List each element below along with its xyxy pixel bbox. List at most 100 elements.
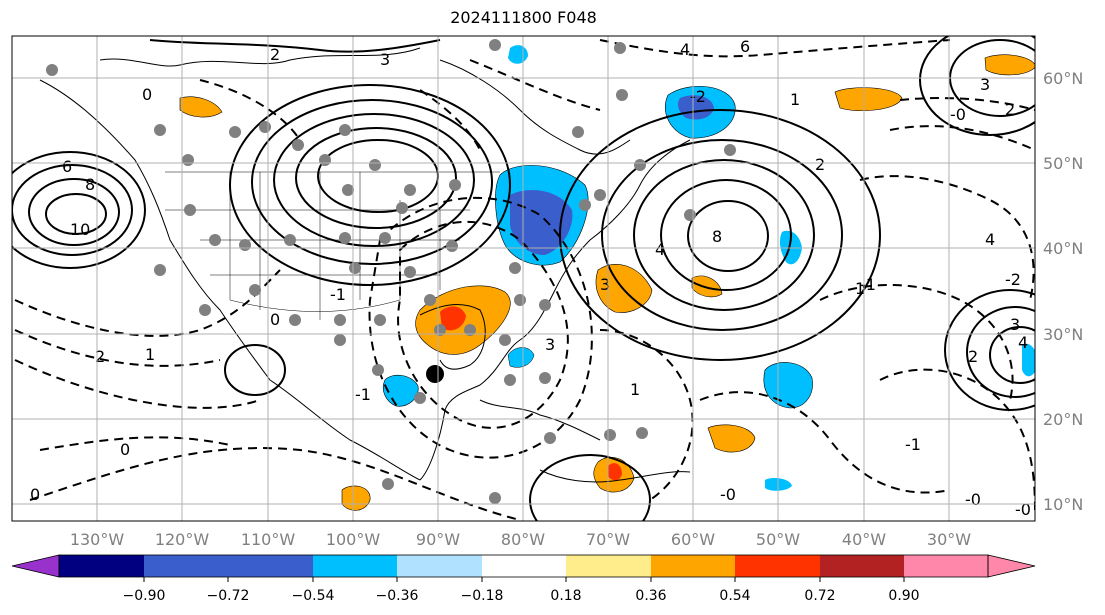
contour-label: 4 <box>680 40 690 59</box>
contour-label: -1 <box>330 285 346 304</box>
contour-label: 4 <box>985 230 995 249</box>
lon-tick-label: 60°W <box>671 530 715 549</box>
contour-label: 2 <box>1005 100 1015 119</box>
positive-anomaly-north <box>834 87 903 112</box>
colorbar-segment <box>313 555 397 577</box>
contour-label: 1 <box>630 380 640 399</box>
contour-label: 3 <box>980 75 990 94</box>
lon-tick-label: 40°W <box>842 530 886 549</box>
coastlines <box>39 47 691 483</box>
colorbar-label: 0.18 <box>550 588 581 604</box>
colorbar-segment <box>566 555 651 577</box>
colorbar-segment <box>651 555 735 577</box>
contour-label: -0 <box>720 485 736 504</box>
gridlines <box>12 36 1035 521</box>
colorbar-extend-max <box>987 554 1036 578</box>
colorbar-label: −0.36 <box>376 588 419 604</box>
positive-contours <box>12 36 1035 521</box>
lon-tick-label: 110°W <box>241 530 296 549</box>
contour-label: 8 <box>85 175 95 194</box>
colorbar-segment <box>397 555 482 577</box>
contour-label: 1 <box>145 345 155 364</box>
colorbar-segment <box>482 555 566 577</box>
lon-tick-label: 30°W <box>927 530 971 549</box>
contour-label: 2 <box>95 347 105 366</box>
colorbar-label: 0.90 <box>888 588 919 604</box>
contour-label: 6 <box>740 37 750 56</box>
colorbar-label: −0.54 <box>292 588 335 604</box>
positive-anomaly-northeast <box>984 54 1035 76</box>
lat-tick-label: 10°N <box>1043 495 1083 514</box>
longitude-labels: 130°W 120°W 110°W 100°W 90°W 80°W 70°W 6… <box>70 530 971 549</box>
contour-label: 0 <box>142 85 152 104</box>
colorbar-segment <box>735 555 820 577</box>
colorbar-label: 0.54 <box>719 588 750 604</box>
contour-label: 4 <box>1018 333 1028 352</box>
negative-anomaly-bahamas <box>507 347 535 368</box>
contour-label: 0 <box>120 440 130 459</box>
contour-label: -0 <box>950 105 966 124</box>
contour-label: 8 <box>712 227 722 246</box>
lon-tick-label: 100°W <box>326 530 381 549</box>
positive-anomaly-pacific <box>341 485 371 511</box>
colorbar-label: −0.90 <box>123 588 166 604</box>
lon-tick-label: 90°W <box>416 530 460 549</box>
colorbar-extend-min <box>11 554 60 578</box>
colorbar: −0.90 −0.72 −0.54 −0.36 −0.18 0.18 0.36 … <box>11 554 1036 604</box>
lat-tick-label: 20°N <box>1043 410 1083 429</box>
contour-label: -2 <box>690 87 706 106</box>
contour-label: 3 <box>600 275 610 294</box>
colorbar-label: 0.72 <box>804 588 835 604</box>
contour-label: 6 <box>62 157 72 176</box>
contour-label: 2 <box>968 347 978 366</box>
contour-label: 4 <box>655 240 665 259</box>
contour-label: -0 <box>1015 500 1031 519</box>
negative-anomaly-atlantic <box>763 362 813 409</box>
contour-label: 0 <box>30 485 40 504</box>
contour-label: 3 <box>380 50 390 69</box>
negative-anomaly-east <box>1022 343 1035 377</box>
colorbar-label: 0.36 <box>635 588 666 604</box>
positive-anomaly-canada <box>179 96 223 118</box>
colorbar-segment <box>144 555 228 577</box>
contour-label: 2 <box>815 155 825 174</box>
map-title: 2024111800 F048 <box>450 8 597 27</box>
contour-label: 1 <box>790 90 800 109</box>
contour-label: -0 <box>965 490 981 509</box>
positive-anomaly-small <box>691 275 723 298</box>
lat-tick-label: 50°N <box>1043 154 1083 173</box>
negative-contours <box>14 39 1035 521</box>
contour-label: -1 <box>355 385 371 404</box>
lon-tick-label: 70°W <box>586 530 630 549</box>
lat-tick-label: 40°N <box>1043 239 1083 258</box>
lon-tick-label: 120°W <box>155 530 210 549</box>
positive-anomaly-gulfcoast-core <box>440 306 466 331</box>
negative-anomaly-newengland-core <box>510 190 573 256</box>
colorbar-label: −0.72 <box>207 588 250 604</box>
colorbar-segment <box>59 555 144 577</box>
colorbar-segment <box>820 555 904 577</box>
contour-label: 3 <box>545 335 555 354</box>
contour-labels: 6 8 10 2 1 -1 0 0 0 0 2 3 4 6 3 4 -2 8 2… <box>30 37 1031 519</box>
lat-tick-label: 30°N <box>1043 325 1083 344</box>
positive-anomaly-tropics-core <box>608 463 622 481</box>
lon-tick-label: 80°W <box>501 530 545 549</box>
shaded-anomalies <box>179 45 1035 511</box>
colorbar-segment <box>228 555 313 577</box>
colorbar-label: −0.18 <box>461 588 504 604</box>
contour-label: 2 <box>270 45 280 64</box>
colorbar-segment <box>904 555 988 577</box>
contour-label: 10 <box>70 220 90 239</box>
lon-tick-label: 130°W <box>70 530 125 549</box>
lon-tick-label: 50°W <box>756 530 800 549</box>
contour-label: -2 <box>1005 270 1021 289</box>
contour-label: 3 <box>1010 315 1020 334</box>
contour-label: 1 <box>855 279 865 298</box>
contour-label: -1 <box>905 435 921 454</box>
lat-tick-label: 60°N <box>1043 69 1083 88</box>
contour-label: 0 <box>270 310 280 329</box>
latitude-labels: 60°N 50°N 40°N 30°N 20°N 10°N <box>1043 69 1083 514</box>
map-frame <box>11 35 1036 522</box>
storm-center-dot <box>426 365 444 383</box>
